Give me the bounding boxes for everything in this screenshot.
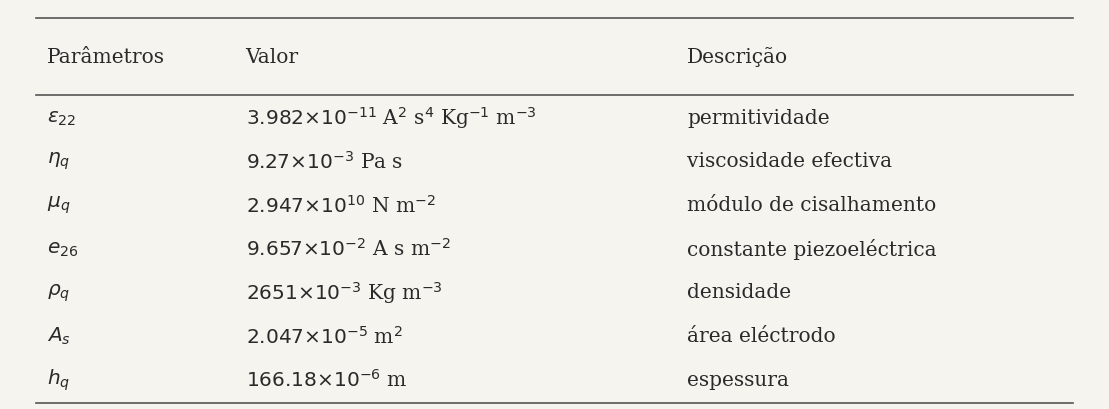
Text: $A_{s}$: $A_{s}$ [47,325,71,346]
Text: permitividade: permitividade [686,108,830,127]
Text: $9.27{\times}10^{-3}$ Pa s: $9.27{\times}10^{-3}$ Pa s [245,151,403,172]
Text: Valor: Valor [245,48,298,67]
Text: $166.18{\times}10^{-6}$ m: $166.18{\times}10^{-6}$ m [245,368,407,390]
Text: $2651{\times}10^{-3}$ Kg m$^{-3}$: $2651{\times}10^{-3}$ Kg m$^{-3}$ [245,279,442,305]
Text: módulo de cisalhamento: módulo de cisalhamento [686,196,936,214]
Text: constante piezoeléctrica: constante piezoeléctrica [686,238,936,259]
Text: $\rho_{q}$: $\rho_{q}$ [47,281,70,303]
Text: Parâmetros: Parâmetros [47,48,165,67]
Text: $h_{q}$: $h_{q}$ [47,366,70,392]
Text: $9.657{\times}10^{-2}$ A s m$^{-2}$: $9.657{\times}10^{-2}$ A s m$^{-2}$ [245,238,450,259]
Text: $3.982{\times}10^{-11}$ A$^{2}$ s$^{4}$ Kg$^{-1}$ m$^{-3}$: $3.982{\times}10^{-11}$ A$^{2}$ s$^{4}$ … [245,105,537,130]
Text: Descrição: Descrição [686,47,788,67]
Text: $e_{26}$: $e_{26}$ [47,239,79,258]
Text: $\eta_{q}$: $\eta_{q}$ [47,151,70,172]
Text: $\mu_{q}$: $\mu_{q}$ [47,194,71,216]
Text: viscosidade efectiva: viscosidade efectiva [686,152,892,171]
Text: $2.047{\times}10^{-5}$ m$^{2}$: $2.047{\times}10^{-5}$ m$^{2}$ [245,325,403,346]
Text: espessura: espessura [686,370,788,389]
Text: $\varepsilon_{22}$: $\varepsilon_{22}$ [47,108,77,127]
Text: $2.947{\times}10^{10}$ N m$^{-2}$: $2.947{\times}10^{10}$ N m$^{-2}$ [245,194,435,216]
Text: densidade: densidade [686,283,791,301]
Text: área eléctrodo: área eléctrodo [686,326,835,345]
